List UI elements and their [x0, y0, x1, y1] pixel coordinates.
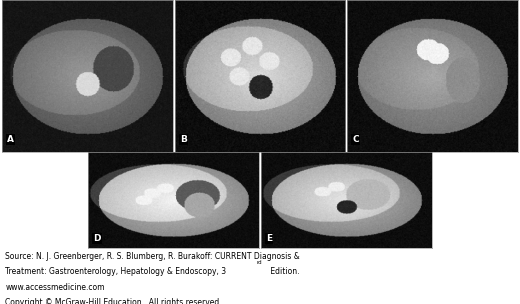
Text: D: D	[94, 234, 101, 243]
Text: rd: rd	[256, 260, 262, 264]
Text: Copyright © McGraw-Hill Education.  All rights reserved.: Copyright © McGraw-Hill Education. All r…	[5, 298, 222, 304]
Text: Edition.: Edition.	[268, 268, 299, 276]
Text: C: C	[353, 135, 359, 144]
Text: Source: N. J. Greenberger, R. S. Blumberg, R. Burakoff: CURRENT Diagnosis &: Source: N. J. Greenberger, R. S. Blumber…	[5, 252, 300, 261]
Text: E: E	[266, 234, 272, 243]
Text: www.accessmedicine.com: www.accessmedicine.com	[5, 283, 105, 292]
Text: A: A	[7, 135, 14, 144]
Text: B: B	[180, 135, 187, 144]
Text: Treatment: Gastroenterology, Hepatology & Endoscopy, 3: Treatment: Gastroenterology, Hepatology …	[5, 268, 226, 276]
